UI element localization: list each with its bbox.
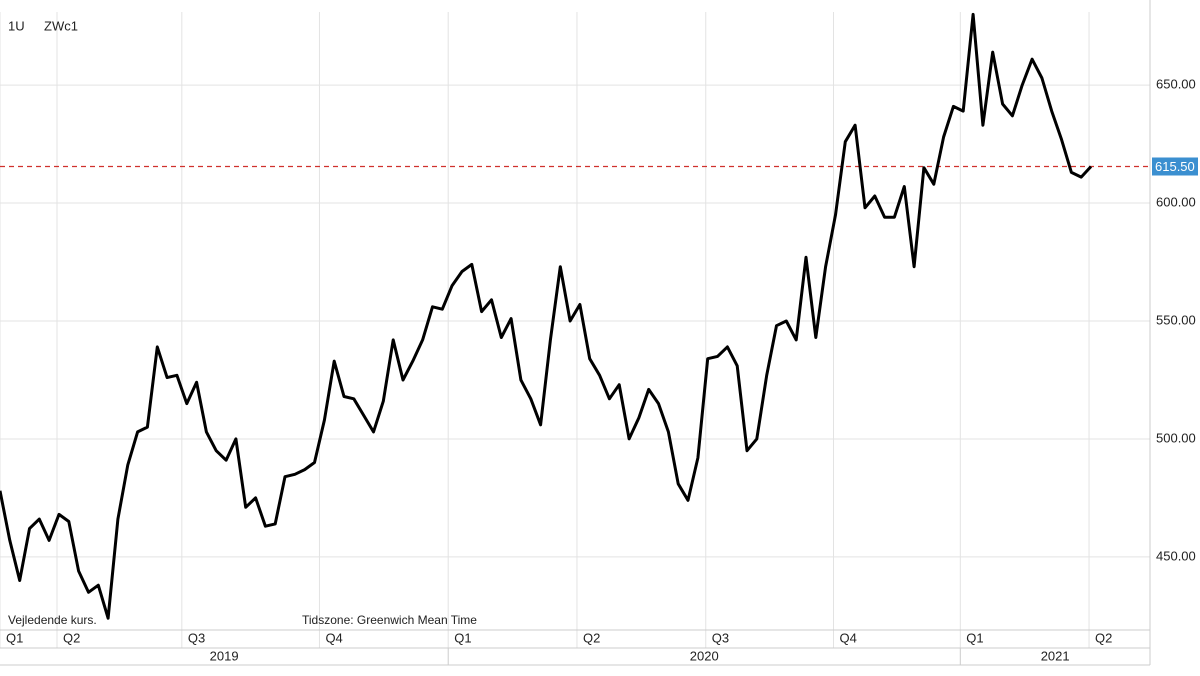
x-tick-label: Q4 — [840, 630, 857, 645]
footer-text: Vejledende kurs. — [8, 613, 97, 627]
y-tick-label: 500.00 — [1156, 430, 1196, 445]
y-tick-label: 650.00 — [1156, 77, 1196, 92]
y-tick-label: 600.00 — [1156, 194, 1196, 209]
last-price-label: 615.50 — [1155, 159, 1195, 174]
x-tick-label: Q1 — [454, 630, 471, 645]
y-tick-label: 450.00 — [1156, 548, 1196, 563]
y-tick-label: 550.00 — [1156, 312, 1196, 327]
year-label: 2020 — [690, 648, 719, 663]
x-tick-label: Q2 — [583, 630, 600, 645]
x-tick-label: Q1 — [6, 630, 23, 645]
footer-text: Tidszone: Greenwich Mean Time — [302, 613, 477, 627]
year-label: 2021 — [1041, 648, 1070, 663]
x-tick-label: Q2 — [63, 630, 80, 645]
last-price-tag — [1152, 157, 1198, 176]
x-tick-label: Q4 — [325, 630, 342, 645]
year-label: 2019 — [210, 648, 239, 663]
x-tick-label: Q1 — [966, 630, 983, 645]
price-line — [0, 12, 1093, 620]
header-text: ZWc1 — [44, 18, 78, 33]
x-tick-label: Q3 — [712, 630, 729, 645]
header-text: 1U — [8, 18, 25, 33]
x-tick-label: Q3 — [188, 630, 205, 645]
x-tick-label: Q2 — [1095, 630, 1112, 645]
